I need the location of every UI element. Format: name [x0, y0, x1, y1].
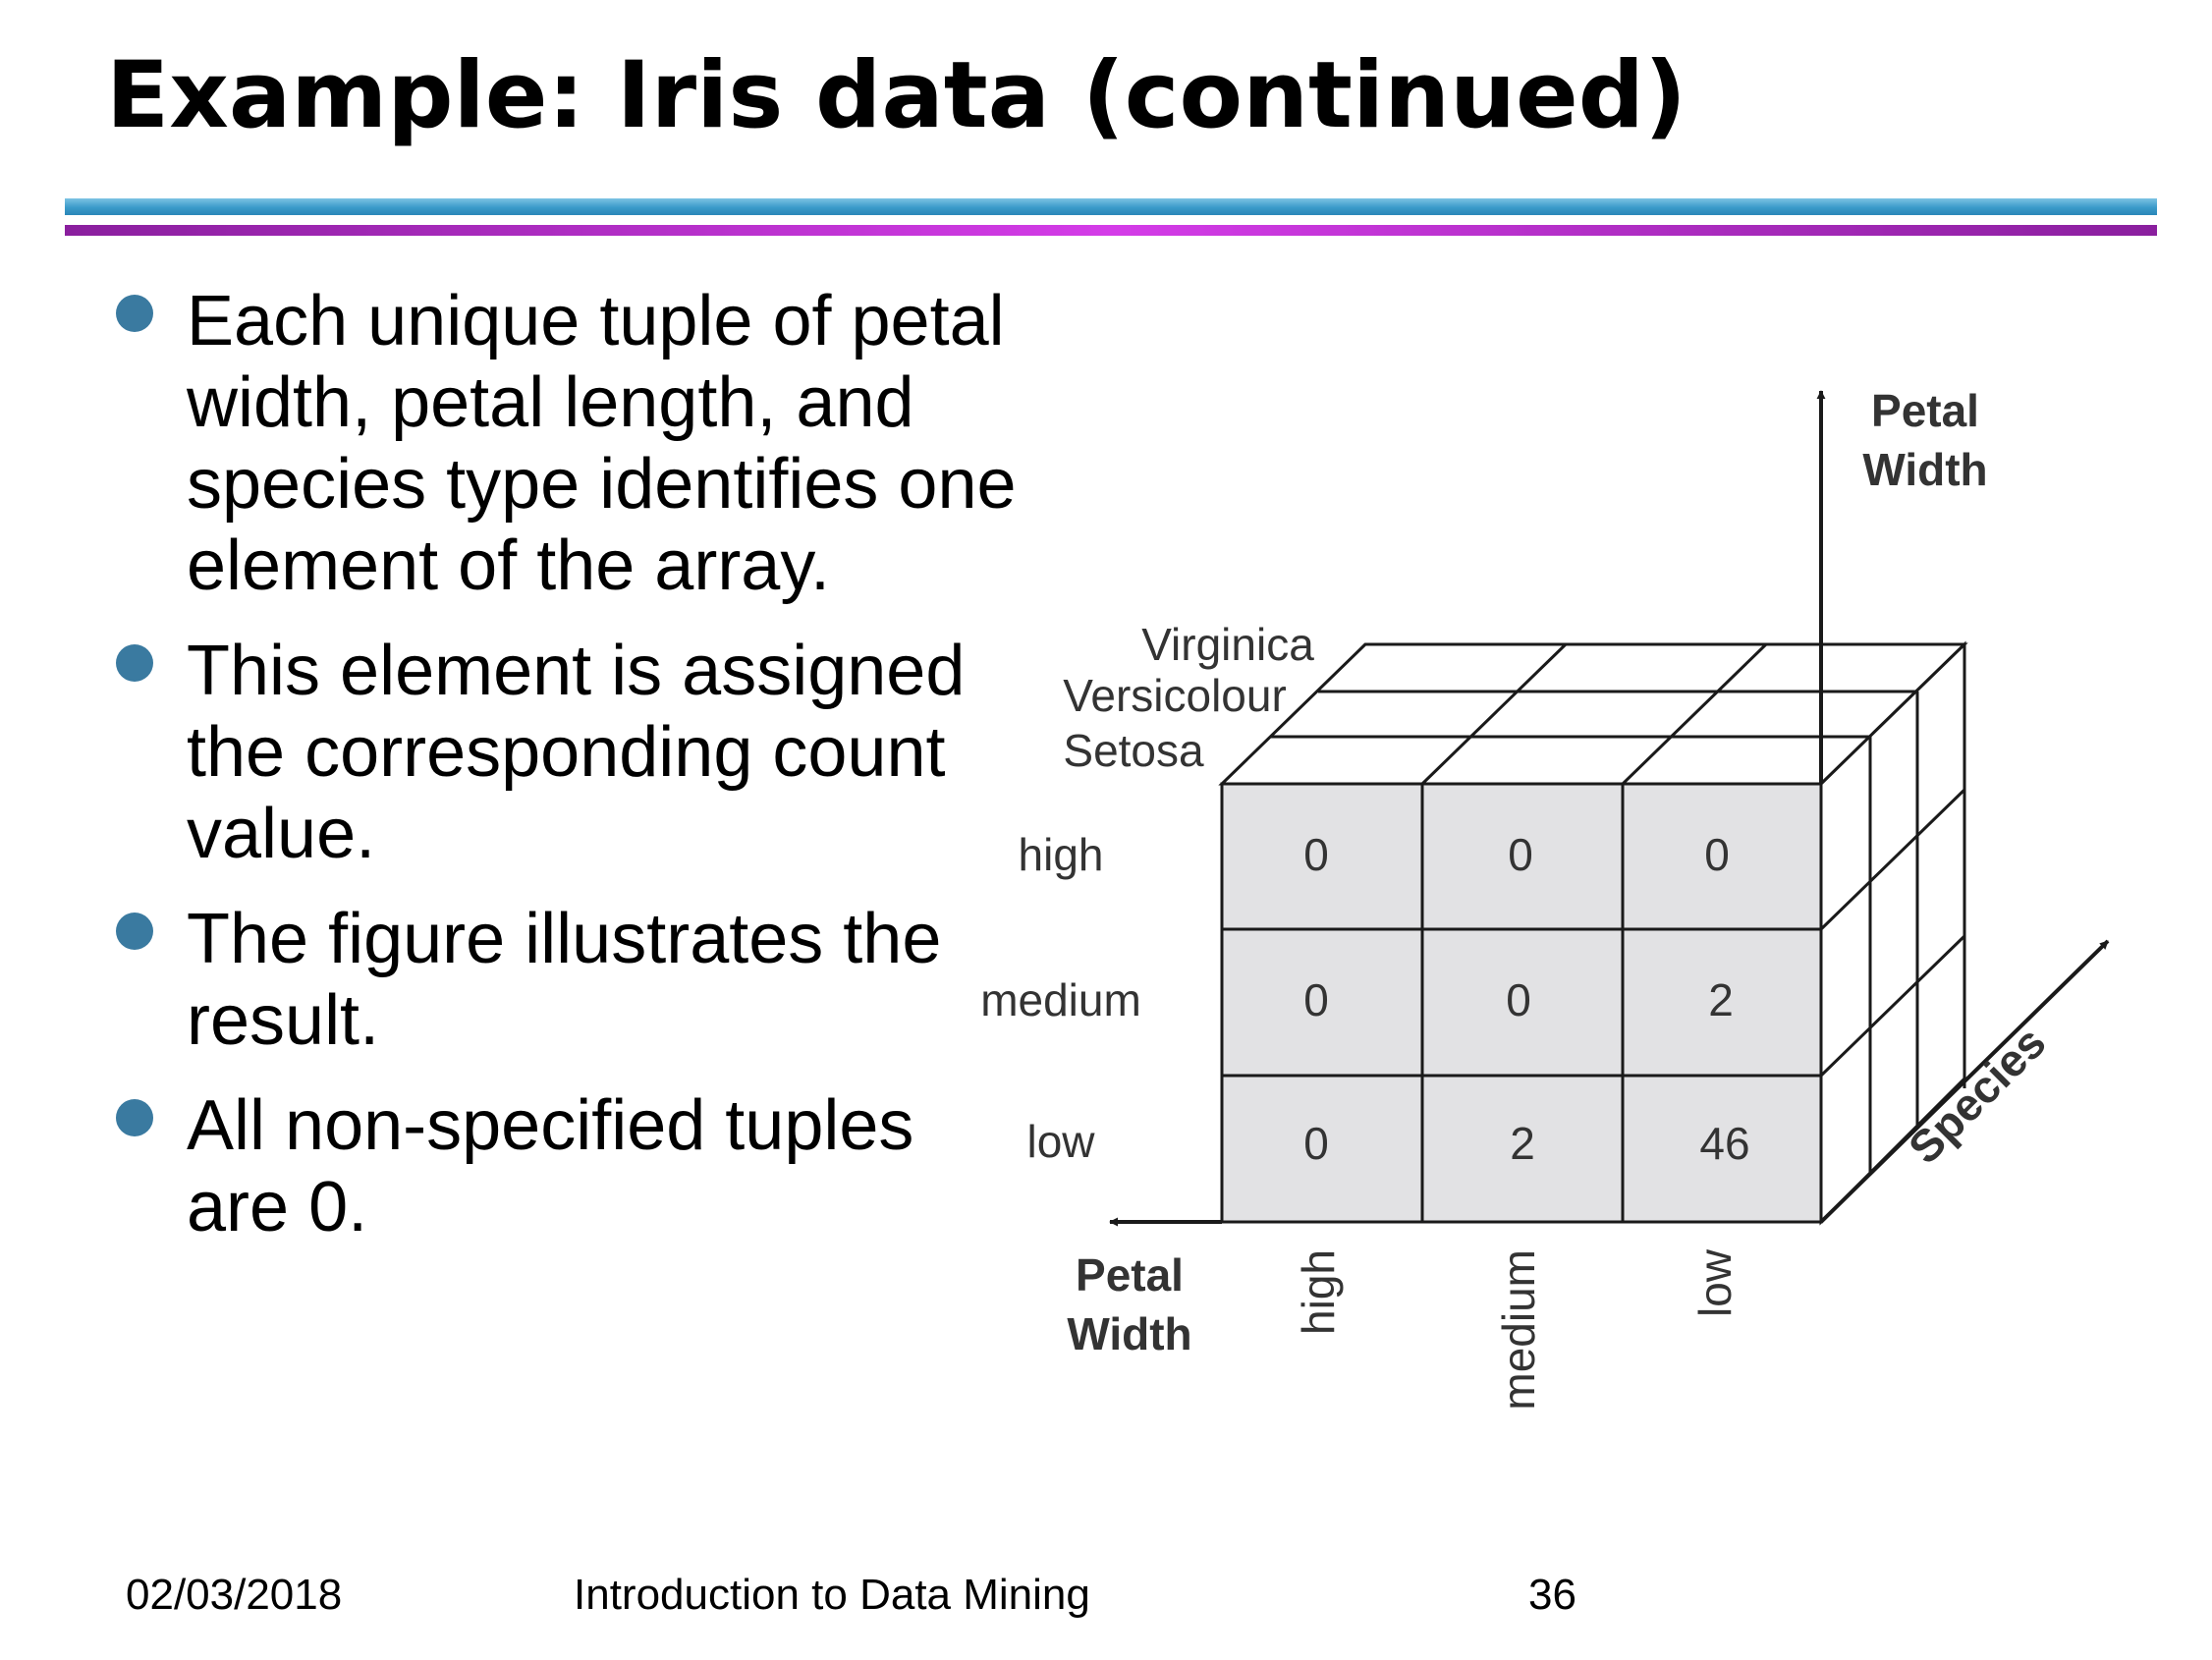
bullet-text: This element is assigned the correspondi…: [187, 632, 966, 873]
bullet-list: Each unique tuple of petal width, petal …: [106, 281, 1020, 1272]
bullet-text: The figure illustrates the result.: [187, 900, 942, 1060]
cube-front-face: [1220, 782, 1823, 1224]
cell-value: 0: [1508, 829, 1533, 880]
horizontal-axis-title: Petal: [1076, 1249, 1184, 1300]
species-label: Versicolour: [1063, 670, 1287, 721]
cell-value: 0: [1303, 829, 1329, 880]
column-label: low: [1689, 1248, 1741, 1317]
species-label: Virginica: [1141, 619, 1314, 670]
species-label: Setosa: [1063, 725, 1204, 776]
title-rule-blue: [65, 198, 2157, 215]
footer-course: Introduction to Data Mining: [574, 1571, 1090, 1619]
data-cube-diagram: 0 0 0 0 0 2 0 2 46 Virginica Versicolour…: [980, 385, 2110, 1411]
bullet-item: All non-specified tuples are 0.: [106, 1085, 1020, 1248]
bullet-dot-icon: [116, 1099, 153, 1136]
bullet-item: This element is assigned the correspondi…: [106, 631, 1020, 875]
bullet-item: The figure illustrates the result.: [106, 899, 1020, 1062]
cell-value: 0: [1303, 1118, 1329, 1169]
cell-value: 0: [1704, 829, 1730, 880]
cell-value: 0: [1303, 974, 1329, 1025]
bullet-dot-icon: [116, 644, 153, 682]
slide-title: Example: Iris data (continued): [106, 42, 1687, 149]
bullet-dot-icon: [116, 913, 153, 950]
vertical-axis-title: Petal: [1871, 385, 1979, 436]
cell-value: 0: [1506, 974, 1531, 1025]
bullet-text: All non-specified tuples are 0.: [187, 1086, 914, 1246]
horizontal-axis-title: Width: [1067, 1308, 1191, 1359]
vertical-axis-title: Width: [1862, 444, 1987, 495]
row-label: high: [1019, 829, 1104, 880]
title-rule-magenta: [65, 225, 2157, 236]
footer-page-number: 36: [1528, 1571, 1576, 1619]
footer-date: 02/03/2018: [126, 1571, 343, 1619]
bullet-dot-icon: [116, 295, 153, 332]
row-label: low: [1026, 1116, 1095, 1167]
column-label: medium: [1493, 1249, 1544, 1411]
cell-value: 2: [1708, 974, 1734, 1025]
row-label: medium: [980, 974, 1141, 1025]
bullet-text: Each unique tuple of petal width, petal …: [187, 282, 1017, 605]
cell-value: 46: [1699, 1118, 1749, 1169]
depth-axis-arrow: [1819, 939, 2110, 1224]
bullet-item: Each unique tuple of petal width, petal …: [106, 281, 1020, 607]
column-label: high: [1293, 1249, 1344, 1335]
cell-value: 2: [1510, 1118, 1535, 1169]
cube-right-face: [1819, 640, 1966, 1226]
